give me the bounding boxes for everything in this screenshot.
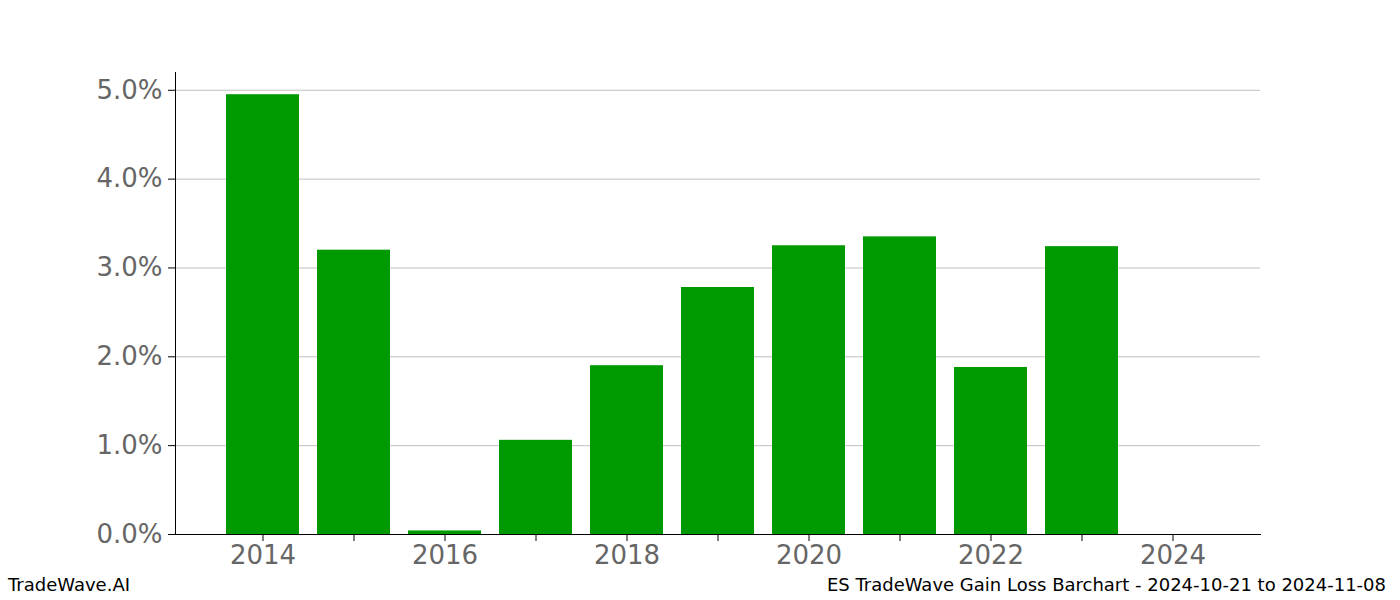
svg-text:2020: 2020 xyxy=(776,540,842,570)
svg-text:4.0%: 4.0% xyxy=(96,163,162,193)
svg-text:5.0%: 5.0% xyxy=(96,75,162,105)
html-text:TradeWave.AI: TradeWave.AI xyxy=(8,574,130,595)
svg-text:2016: 2016 xyxy=(412,540,478,570)
svg-text:2.0%: 2.0% xyxy=(96,341,162,371)
svg-text:1.0%: 1.0% xyxy=(96,430,162,460)
svg-text:2018: 2018 xyxy=(594,540,660,570)
svg-text:3.0%: 3.0% xyxy=(96,252,162,282)
svg-text:0.0%: 0.0% xyxy=(96,519,162,549)
svg-text:2014: 2014 xyxy=(230,540,296,570)
svg-text:2024: 2024 xyxy=(1140,540,1206,570)
svg-text:2022: 2022 xyxy=(958,540,1024,570)
html-text:ES TradeWave Gain Loss Barchar: ES TradeWave Gain Loss Barchart - 2024-1… xyxy=(826,574,1386,595)
